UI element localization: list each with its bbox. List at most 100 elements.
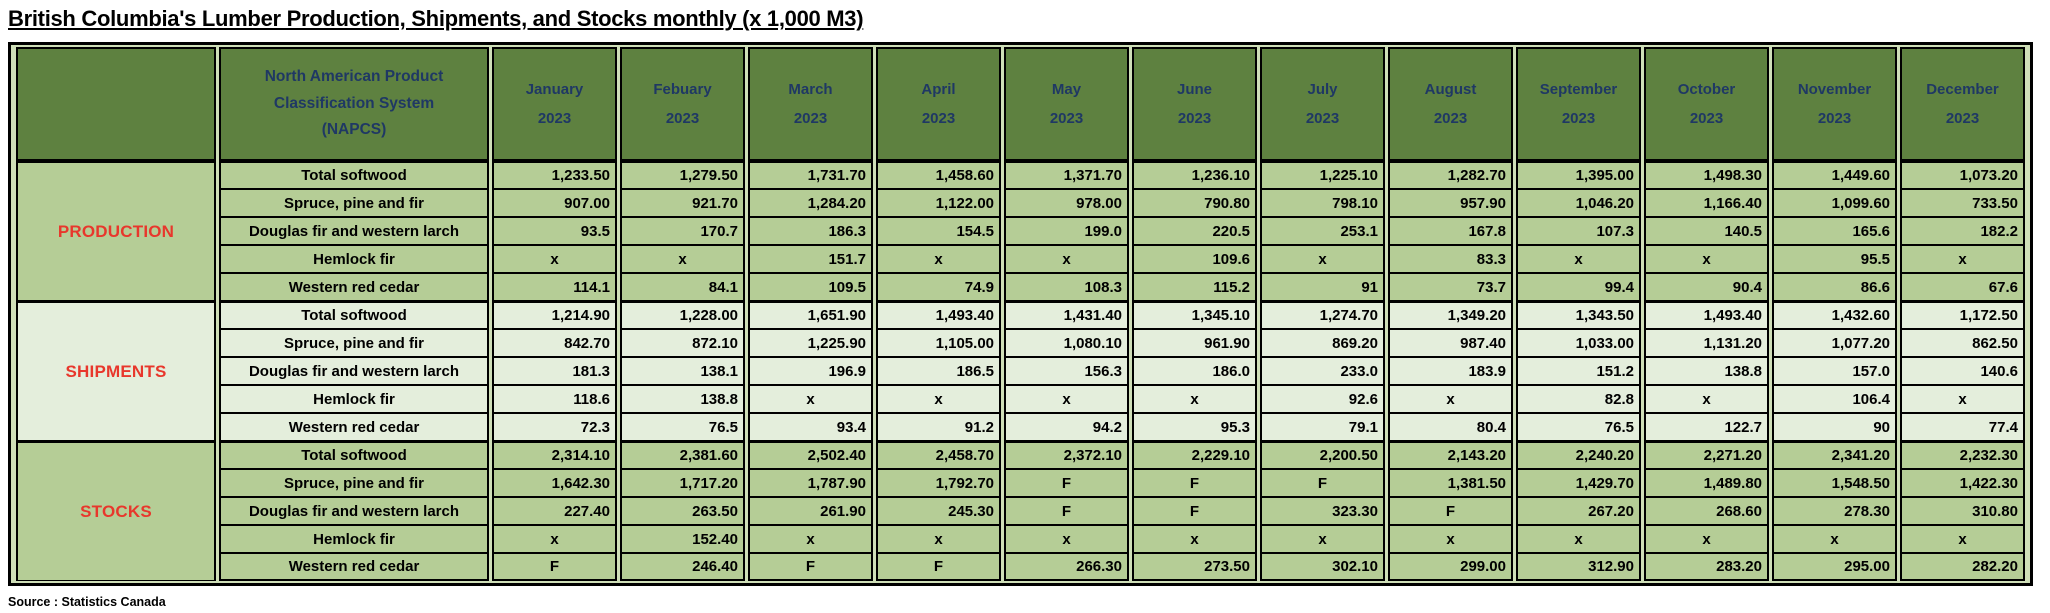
- value-cell-stocks-western-red-cedar-may: 266.30: [1004, 553, 1129, 581]
- row-label-western-red-cedar: Western red cedar: [219, 413, 489, 441]
- row-label-hemlock-fir: Hemlock fir: [219, 385, 489, 413]
- value-cell-stocks-western-red-cedar-march: F: [748, 553, 873, 581]
- value-cell-shipments-total-softwood-july: 1,274.70: [1260, 301, 1385, 329]
- value-cell-shipments-western-red-cedar-october: 122.7: [1644, 413, 1769, 441]
- value-cell-production-total-softwood-august: 1,282.70: [1388, 161, 1513, 189]
- value-cell-shipments-total-softwood-august: 1,349.20: [1388, 301, 1513, 329]
- value-cell-shipments-total-softwood-september: 1,343.50: [1516, 301, 1641, 329]
- value-cell-shipments-spruce-pine-and-fir-march: 1,225.90: [748, 329, 873, 357]
- row-label-total-softwood: Total softwood: [219, 441, 489, 469]
- table-row-stocks-douglas-fir-and-western-larch: Douglas fir and western larch 227.40 263.5…: [16, 497, 2025, 525]
- value-cell-stocks-douglas-fir-and-western-larch-september: 267.20: [1516, 497, 1641, 525]
- value-cell-shipments-douglas-fir-and-western-larch-september: 151.2: [1516, 357, 1641, 385]
- value-cell-stocks-western-red-cedar-july: 302.10: [1260, 553, 1385, 581]
- value-cell-shipments-western-red-cedar-july: 79.1: [1260, 413, 1385, 441]
- value-cell-shipments-spruce-pine-and-fir-july: 869.20: [1260, 329, 1385, 357]
- value-cell-stocks-western-red-cedar-october: 283.20: [1644, 553, 1769, 581]
- value-cell-shipments-douglas-fir-and-western-larch-august: 183.9: [1388, 357, 1513, 385]
- value-cell-shipments-douglas-fir-and-western-larch-febuary: 138.1: [620, 357, 745, 385]
- table-row-shipments-total-softwood: SHIPMENTS Total softwood 1,214.90 1,228.00 1…: [16, 301, 2025, 441]
- value-cell-shipments-douglas-fir-and-western-larch-december: 140.6: [1900, 357, 2025, 385]
- value-cell-stocks-spruce-pine-and-fir-august: 1,381.50: [1388, 469, 1513, 497]
- lumber-table-frame: North American Product Classification Sy…: [8, 42, 2033, 586]
- value-cell-stocks-douglas-fir-and-western-larch-may: F: [1004, 497, 1129, 525]
- table-row-production-spruce-pine-and-fir: Spruce, pine and fir 907.00 921.70 1,284.20…: [16, 189, 2025, 217]
- value-cell-shipments-spruce-pine-and-fir-august: 987.40: [1388, 329, 1513, 357]
- value-cell-stocks-douglas-fir-and-western-larch-febuary: 263.50: [620, 497, 745, 525]
- value-cell-production-spruce-pine-and-fir-december: 733.50: [1900, 189, 2025, 217]
- value-cell-stocks-spruce-pine-and-fir-may: F: [1004, 469, 1129, 497]
- month-header-january: January 2023: [492, 47, 617, 161]
- value-cell-production-hemlock-fir-june: 109.6: [1132, 245, 1257, 273]
- value-cell-stocks-spruce-pine-and-fir-march: 1,787.90: [748, 469, 873, 497]
- value-cell-shipments-hemlock-fir-march: x: [748, 385, 873, 413]
- value-cell-stocks-douglas-fir-and-western-larch-december: 310.80: [1900, 497, 2025, 525]
- value-cell-stocks-spruce-pine-and-fir-april: 1,792.70: [876, 469, 1001, 497]
- month-header-july: July 2023: [1260, 47, 1385, 161]
- value-cell-stocks-western-red-cedar-april: F: [876, 553, 1001, 581]
- table-row-production-hemlock-fir: Hemlock fir x x 151.7 x x 109.6 x 83.3 x x 95.5 x: [16, 245, 2025, 273]
- table-row-stocks-spruce-pine-and-fir: Spruce, pine and fir 1,642.30 1,717.20 1,78…: [16, 469, 2025, 497]
- value-cell-shipments-total-softwood-june: 1,345.10: [1132, 301, 1257, 329]
- value-cell-stocks-western-red-cedar-november: 295.00: [1772, 553, 1897, 581]
- value-cell-shipments-douglas-fir-and-western-larch-may: 156.3: [1004, 357, 1129, 385]
- value-cell-stocks-hemlock-fir-december: x: [1900, 525, 2025, 553]
- value-cell-stocks-douglas-fir-and-western-larch-january: 227.40: [492, 497, 617, 525]
- value-cell-production-spruce-pine-and-fir-august: 957.90: [1388, 189, 1513, 217]
- value-cell-production-spruce-pine-and-fir-october: 1,166.40: [1644, 189, 1769, 217]
- value-cell-shipments-total-softwood-april: 1,493.40: [876, 301, 1001, 329]
- value-cell-shipments-total-softwood-febuary: 1,228.00: [620, 301, 745, 329]
- value-cell-shipments-western-red-cedar-august: 80.4: [1388, 413, 1513, 441]
- value-cell-production-western-red-cedar-march: 109.5: [748, 273, 873, 301]
- month-header-november: November 2023: [1772, 47, 1897, 161]
- value-cell-production-hemlock-fir-febuary: x: [620, 245, 745, 273]
- value-cell-stocks-hemlock-fir-august: x: [1388, 525, 1513, 553]
- value-cell-production-total-softwood-december: 1,073.20: [1900, 161, 2025, 189]
- table-row-production-western-red-cedar: Western red cedar 114.1 84.1 109.5 74.9 108.3…: [16, 273, 2025, 301]
- value-cell-production-total-softwood-june: 1,236.10: [1132, 161, 1257, 189]
- value-cell-production-spruce-pine-and-fir-june: 790.80: [1132, 189, 1257, 217]
- value-cell-shipments-spruce-pine-and-fir-febuary: 872.10: [620, 329, 745, 357]
- value-cell-stocks-total-softwood-april: 2,458.70: [876, 441, 1001, 469]
- value-cell-production-spruce-pine-and-fir-november: 1,099.60: [1772, 189, 1897, 217]
- value-cell-stocks-douglas-fir-and-western-larch-april: 245.30: [876, 497, 1001, 525]
- value-cell-production-hemlock-fir-december: x: [1900, 245, 2025, 273]
- row-label-hemlock-fir: Hemlock fir: [219, 245, 489, 273]
- month-header-august: August 2023: [1388, 47, 1513, 161]
- value-cell-production-douglas-fir-and-western-larch-september: 107.3: [1516, 217, 1641, 245]
- value-cell-production-western-red-cedar-october: 90.4: [1644, 273, 1769, 301]
- value-cell-shipments-spruce-pine-and-fir-april: 1,105.00: [876, 329, 1001, 357]
- value-cell-shipments-western-red-cedar-september: 76.5: [1516, 413, 1641, 441]
- value-cell-shipments-hemlock-fir-april: x: [876, 385, 1001, 413]
- value-cell-production-hemlock-fir-march: 151.7: [748, 245, 873, 273]
- value-cell-stocks-douglas-fir-and-western-larch-august: F: [1388, 497, 1513, 525]
- value-cell-stocks-spruce-pine-and-fir-july: F: [1260, 469, 1385, 497]
- value-cell-shipments-total-softwood-october: 1,493.40: [1644, 301, 1769, 329]
- value-cell-production-douglas-fir-and-western-larch-febuary: 170.7: [620, 217, 745, 245]
- section-label-stocks: STOCKS: [16, 441, 216, 581]
- value-cell-shipments-hemlock-fir-january: 118.6: [492, 385, 617, 413]
- value-cell-production-douglas-fir-and-western-larch-june: 220.5: [1132, 217, 1257, 245]
- value-cell-production-western-red-cedar-april: 74.9: [876, 273, 1001, 301]
- value-cell-production-total-softwood-may: 1,371.70: [1004, 161, 1129, 189]
- value-cell-stocks-hemlock-fir-may: x: [1004, 525, 1129, 553]
- value-cell-shipments-douglas-fir-and-western-larch-november: 157.0: [1772, 357, 1897, 385]
- value-cell-stocks-total-softwood-november: 2,341.20: [1772, 441, 1897, 469]
- value-cell-production-spruce-pine-and-fir-march: 1,284.20: [748, 189, 873, 217]
- table-row-production-douglas-fir-and-western-larch: Douglas fir and western larch 93.5 170.7 18…: [16, 217, 2025, 245]
- value-cell-production-total-softwood-october: 1,498.30: [1644, 161, 1769, 189]
- value-cell-shipments-hemlock-fir-december: x: [1900, 385, 2025, 413]
- value-cell-stocks-spruce-pine-and-fir-june: F: [1132, 469, 1257, 497]
- value-cell-stocks-spruce-pine-and-fir-febuary: 1,717.20: [620, 469, 745, 497]
- value-cell-shipments-hemlock-fir-september: 82.8: [1516, 385, 1641, 413]
- value-cell-production-douglas-fir-and-western-larch-april: 154.5: [876, 217, 1001, 245]
- value-cell-production-douglas-fir-and-western-larch-july: 253.1: [1260, 217, 1385, 245]
- month-header-september: September 2023: [1516, 47, 1641, 161]
- value-cell-stocks-western-red-cedar-june: 273.50: [1132, 553, 1257, 581]
- value-cell-shipments-douglas-fir-and-western-larch-june: 186.0: [1132, 357, 1257, 385]
- value-cell-stocks-hemlock-fir-october: x: [1644, 525, 1769, 553]
- value-cell-shipments-total-softwood-march: 1,651.90: [748, 301, 873, 329]
- value-cell-stocks-douglas-fir-and-western-larch-october: 268.60: [1644, 497, 1769, 525]
- value-cell-production-hemlock-fir-september: x: [1516, 245, 1641, 273]
